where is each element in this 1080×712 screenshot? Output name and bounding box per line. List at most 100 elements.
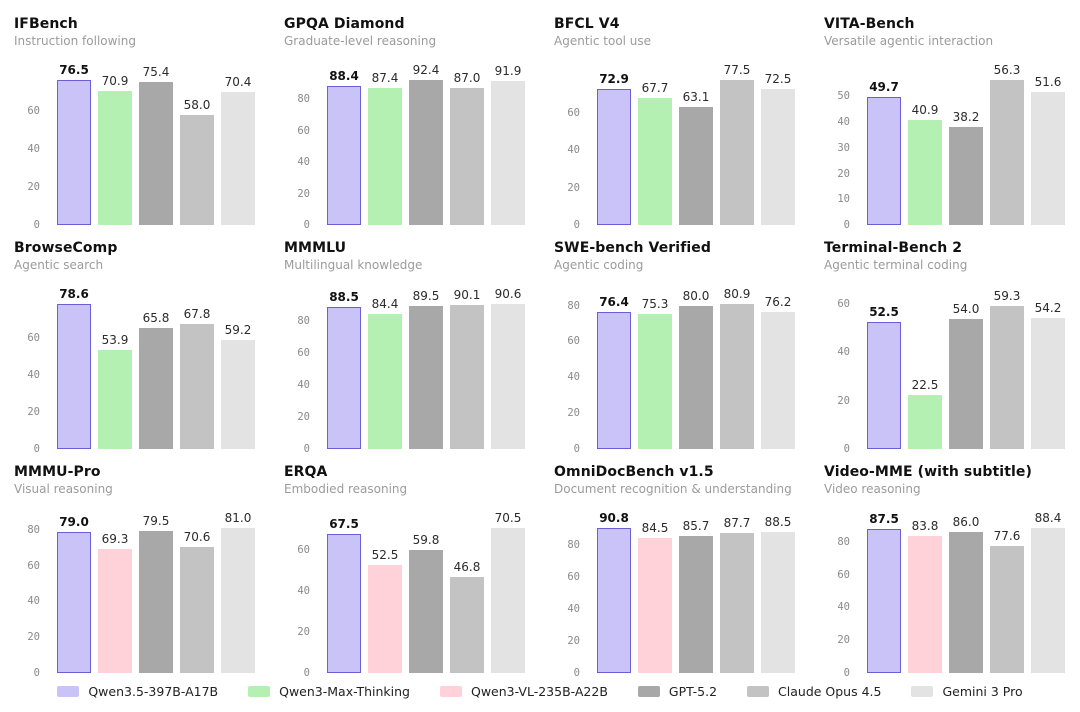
bar-qwen3-max-thinking xyxy=(98,90,132,225)
bar-gemini-3-pro xyxy=(221,339,255,449)
bar-value-label: 69.3 xyxy=(101,531,129,546)
y-tick-label: 40 xyxy=(297,156,310,169)
chart-title: Terminal-Bench 2 xyxy=(824,240,963,256)
chart-subtitle: Embodied reasoning xyxy=(284,482,408,496)
chart-panel-swe-bench-verified: SWE-bench Verified Agentic coding 0 20 40 6… xyxy=(540,230,810,455)
bar-value-label: 75.4 xyxy=(142,65,170,80)
y-tick-label: 80 xyxy=(567,299,580,312)
bar-gpt-5-2 xyxy=(139,82,173,225)
bar-qwen3-5-397b-a17b xyxy=(597,88,631,225)
chart-title: OmniDocBench v1.5 xyxy=(554,464,714,480)
legend-item-label: GPT-5.2 xyxy=(668,684,718,699)
y-tick-label: 40 xyxy=(297,378,310,391)
bar-value-label: 85.7 xyxy=(682,519,710,534)
bar-plot: 0 20 40 60 80 88.4 87.4 92.4 87.0 91.9 xyxy=(284,57,532,231)
bar-value-label: 51.6 xyxy=(1034,75,1062,90)
bar-plot: 0 20 40 60 80 90.8 84.5 85.7 87.7 88.5 xyxy=(554,505,802,679)
chart-title: Video-MME (with subtitle) xyxy=(824,464,1032,480)
bar-gemini-3-pro xyxy=(761,89,795,225)
bar-value-label: 86.0 xyxy=(952,514,980,529)
bar-gpt-5-2 xyxy=(409,80,443,225)
bar-value-label: 59.8 xyxy=(412,533,440,548)
chart-subtitle: Instruction following xyxy=(14,34,136,48)
y-tick-label: 60 xyxy=(567,571,580,584)
bar-qwen3-5-397b-a17b xyxy=(57,531,91,673)
bar-value-label: 76.2 xyxy=(764,295,792,310)
legend-swatch-icon xyxy=(57,686,80,697)
legend-swatch-icon xyxy=(248,686,271,697)
bar-qwen3-5-397b-a17b xyxy=(327,307,361,449)
y-tick-label: 40 xyxy=(27,595,40,608)
bar-gpt-5-2 xyxy=(679,305,713,449)
bar-value-label: 46.8 xyxy=(453,559,481,574)
bar-qwen3-5-397b-a17b xyxy=(867,529,901,673)
bar-value-label: 89.5 xyxy=(412,288,440,303)
bar-plot: 0 20 40 60 80 87.5 83.8 86.0 77.6 88.4 xyxy=(824,505,1072,679)
bar-value-label: 70.4 xyxy=(224,74,252,89)
chart-panel-video-mme-with-subtitle-: Video-MME (with subtitle) Video reasonin… xyxy=(810,454,1080,679)
legend: Qwen3.5-397B-A17B Qwen3-Max-Thinking Qwe… xyxy=(0,684,1080,699)
bar-gemini-3-pro xyxy=(491,80,525,225)
y-tick-label: 40 xyxy=(837,601,850,614)
bar-value-label: 49.7 xyxy=(869,80,899,94)
chart-subtitle: Agentic tool use xyxy=(554,34,652,48)
bar-value-label: 67.5 xyxy=(329,517,359,532)
chart-panel-mmmlu: MMMLU Multilingual knowledge 0 20 40 60 80 88… xyxy=(270,230,540,455)
y-tick-label: 20 xyxy=(297,411,310,423)
bar-value-label: 72.9 xyxy=(599,71,629,86)
bar-value-label: 87.0 xyxy=(453,71,481,86)
y-tick-label: 0 xyxy=(573,667,580,679)
y-tick-label: 40 xyxy=(27,143,40,156)
y-tick-label: 60 xyxy=(837,568,850,581)
bar-value-label: 70.9 xyxy=(101,73,129,88)
y-tick-label: 20 xyxy=(567,407,580,420)
bar-claude-opus-4-5 xyxy=(990,545,1024,673)
bar-value-label: 80.9 xyxy=(723,287,751,301)
bar-claude-opus-4-5 xyxy=(180,115,214,225)
legend-item-qwen3-vl-235b-a22b: Qwen3-VL-235B-A22B xyxy=(440,684,608,699)
bar-value-label: 84.4 xyxy=(371,296,399,311)
bar-qwen3-max-thinking xyxy=(908,394,942,449)
y-tick-label: 80 xyxy=(27,523,40,536)
bar-qwen3-5-397b-a17b xyxy=(597,312,631,449)
y-tick-label: 60 xyxy=(567,106,580,119)
bar-qwen3-5-397b-a17b xyxy=(867,322,901,449)
legend-item-label: Qwen3.5-397B-A17B xyxy=(88,684,219,699)
chart-title: MMMU-Pro xyxy=(14,464,101,480)
bar-gpt-5-2 xyxy=(949,126,983,225)
bar-qwen3-max-thinking xyxy=(368,313,402,449)
y-tick-label: 20 xyxy=(27,631,40,644)
bar-plot: 0 20 40 60 76.5 70.9 75.4 58.0 70.4 xyxy=(14,57,262,231)
bar-value-label: 52.5 xyxy=(869,305,899,320)
y-tick-label: 60 xyxy=(297,124,310,137)
bar-value-label: 78.6 xyxy=(59,287,89,301)
bar-value-label: 76.5 xyxy=(59,63,89,77)
legend-item-gemini-3-pro: Gemini 3 Pro xyxy=(911,684,1023,699)
y-tick-label: 80 xyxy=(567,539,580,552)
bar-value-label: 52.5 xyxy=(371,548,399,563)
bar-gemini-3-pro xyxy=(761,531,795,673)
y-tick-label: 20 xyxy=(837,634,850,647)
bar-value-label: 75.3 xyxy=(641,297,669,312)
bar-qwen3-5-397b-a17b xyxy=(597,528,631,673)
bar-qwen3-5-397b-a17b xyxy=(327,534,361,673)
bar-gemini-3-pro xyxy=(761,312,795,449)
bar-qwen3-max-thinking xyxy=(638,314,672,449)
bar-value-label: 40.9 xyxy=(911,102,939,117)
chart-panel-mmmu-pro: MMMU-Pro Visual reasoning 0 20 40 60 80 79.0 6… xyxy=(0,454,270,679)
bar-value-label: 90.8 xyxy=(599,511,629,525)
chart-panel-terminal-bench-2: Terminal-Bench 2 Agentic terminal coding… xyxy=(810,230,1080,455)
y-tick-label: 60 xyxy=(297,346,310,359)
y-tick-label: 0 xyxy=(573,443,580,455)
bar-value-label: 67.8 xyxy=(183,306,211,321)
y-tick-label: 40 xyxy=(27,369,40,382)
bar-plot: 0 20 40 60 80 88.5 84.4 89.5 90.1 90.6 xyxy=(284,281,532,455)
bar-value-label: 58.0 xyxy=(183,98,211,113)
y-tick-label: 20 xyxy=(27,406,40,419)
bar-value-label: 38.2 xyxy=(952,109,980,124)
bar-qwen3-vl-235b-a22b xyxy=(638,538,672,673)
y-tick-label: 0 xyxy=(843,667,850,679)
legend-item-label: Claude Opus 4.5 xyxy=(778,684,882,699)
y-tick-label: 10 xyxy=(837,193,850,206)
bar-qwen3-5-397b-a17b xyxy=(867,97,901,225)
